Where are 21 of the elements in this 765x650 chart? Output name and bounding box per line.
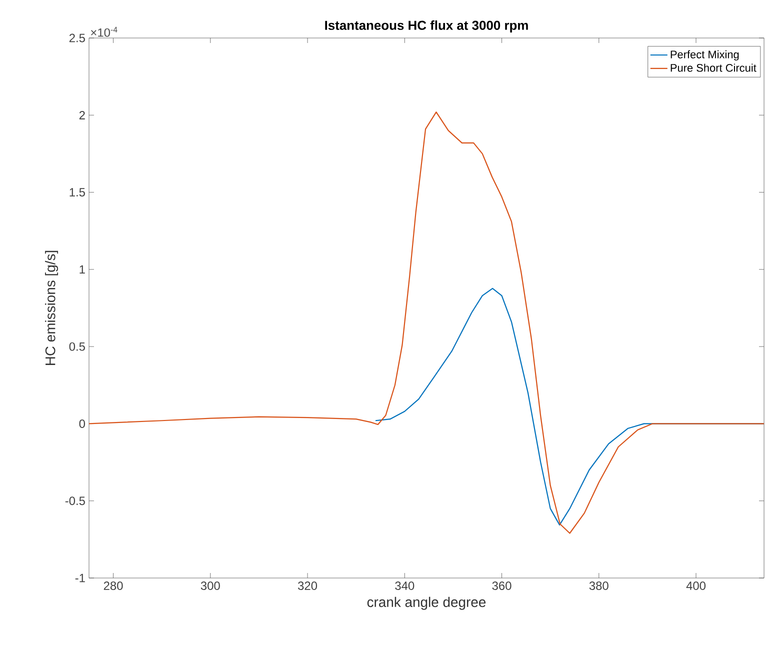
legend-label: Perfect Mixing (670, 50, 739, 60)
x-tick-label: 360 (492, 582, 512, 590)
x-tick-label: 320 (298, 582, 318, 590)
x-axis-title: crank angle degree (367, 596, 486, 610)
x-tick-label: 380 (589, 582, 608, 590)
x-tick-label: 340 (395, 582, 414, 590)
y-tick-label: -0.5 (65, 496, 85, 506)
y-axis-title: HC emissions [g/s] (45, 250, 58, 365)
y-tick-label: 1.5 (70, 188, 85, 196)
y-tick-label: 1 (80, 265, 85, 274)
y-tick-label: 2 (79, 110, 85, 120)
legend-label: Pure Short Circuit (670, 64, 756, 72)
chart-title: Istantaneous HC flux at 3000 rpm (325, 20, 528, 32)
x-tick-label: 400 (686, 582, 706, 590)
x-tick-label: 280 (104, 582, 123, 590)
y-tick-label: -1 (75, 574, 85, 582)
y-tick-label: 0 (79, 419, 86, 428)
y-tick-label: 0.5 (69, 342, 85, 351)
y-tick-label: 2.5 (69, 34, 85, 42)
x-tick-label: 300 (200, 582, 220, 590)
text: ×10$^{-4}$ (91, 26, 118, 37)
